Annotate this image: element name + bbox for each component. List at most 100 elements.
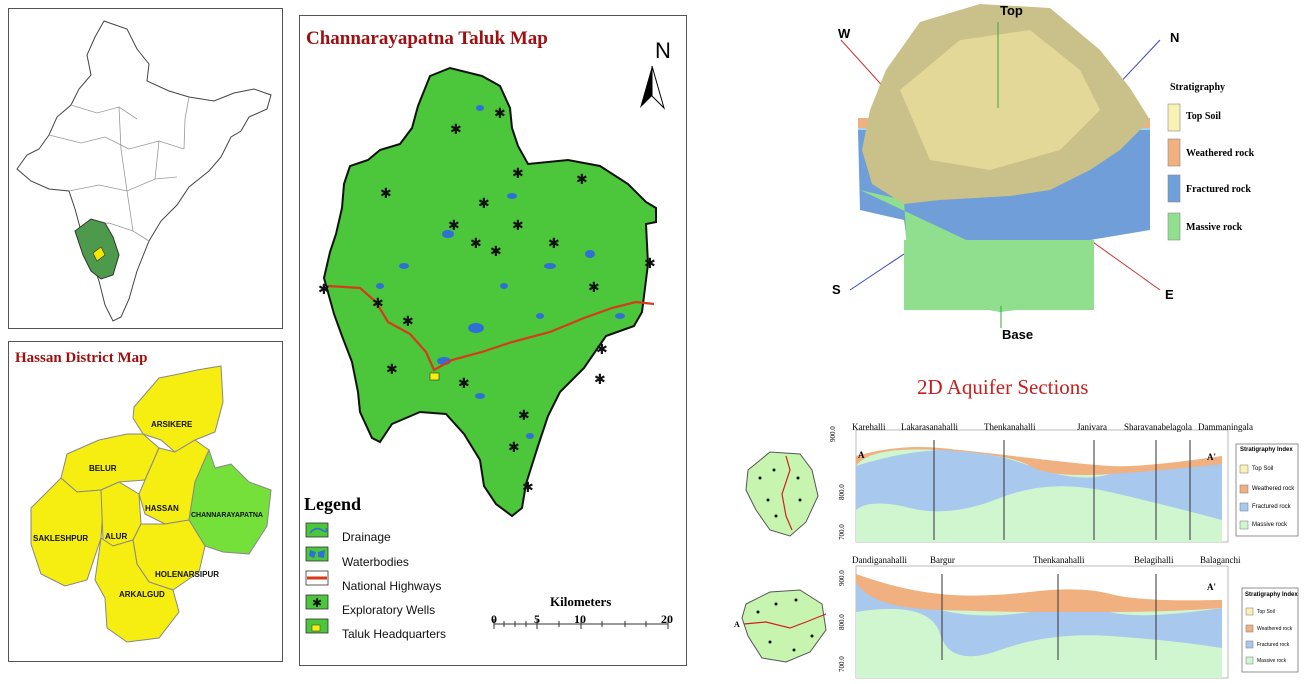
s1-village-0: Karehalli [852, 422, 886, 432]
svg-text:✱: ✱ [470, 235, 482, 251]
district-label-arkalgud: ARKALGUD [119, 590, 165, 599]
stratigraphy-title: Stratigraphy [1170, 82, 1225, 93]
svg-text:✱: ✱ [576, 171, 588, 187]
scale-unit: Kilometers [550, 594, 612, 609]
svg-text:✱: ✱ [458, 375, 470, 391]
taluk-headquarters-marker [429, 372, 440, 381]
waterbody-icon [309, 550, 325, 558]
legend-drainage-box [305, 522, 329, 538]
svg-text:✱: ✱ [494, 105, 506, 121]
s1-index-massive: Massive rock [1252, 522, 1288, 528]
s1-village-2: Thenkanahalli [984, 422, 1036, 432]
s2-index-fractured: Fractured rock [1257, 642, 1290, 648]
drainage-icon [309, 527, 328, 534]
hassan-highlight [92, 246, 106, 262]
s1-village-3: Janivara [1077, 422, 1107, 432]
stratigraphy-topsoil: Top Soil [1186, 111, 1221, 122]
section2-key-map [741, 589, 827, 663]
district-label-hassan: HASSAN [145, 504, 179, 513]
legend-label-drainage: Drainage [342, 530, 391, 544]
svg-text:✱: ✱ [512, 217, 524, 233]
svg-text:✱: ✱ [490, 243, 502, 259]
karnataka-region [74, 218, 120, 280]
s2-village-0: Dandiganahalli [852, 555, 907, 565]
district-label-channarayapatna: CHANNARAYAPATNA [191, 512, 263, 519]
district-label-sakleshpur: SAKLESHPUR [33, 534, 89, 543]
legend-label-waterbodies: Waterbodies [342, 555, 409, 569]
india-map-panel [8, 8, 283, 329]
district-label-belur: BELUR [89, 464, 117, 473]
section2-profile [855, 565, 1229, 679]
s1-index-fractured: Fractured rock [1252, 504, 1291, 510]
svg-text:✱: ✱ [644, 255, 656, 271]
s1-index-weathered: Weathered rock [1252, 486, 1295, 492]
s2-axis-800: 800.0 [838, 614, 846, 630]
scale-tick-10: 10 [574, 612, 586, 626]
s2-end-a: A [734, 620, 740, 629]
s1-village-4: Sharavanabelagola [1124, 422, 1192, 432]
s1-end-a: A [858, 450, 865, 460]
s1-axis-700: 700.0 [838, 524, 846, 540]
s1-axis-800: 800.0 [838, 484, 846, 500]
hassan-map-title: Hassan District Map [15, 350, 148, 366]
s1-end-a-prime: A' [1207, 452, 1216, 462]
svg-text:✱: ✱ [478, 195, 490, 211]
model-label-e: E [1165, 287, 1174, 302]
s1-village-5: Dammaningala [1198, 422, 1253, 432]
s1-index-title: Stratigraphy Index [1240, 447, 1293, 453]
district-label-alur: ALUR [105, 532, 128, 541]
hassan-district-map [30, 365, 272, 643]
sections-title: 2D Aquifer Sections [917, 375, 1089, 399]
svg-text:✱: ✱ [450, 121, 462, 137]
svg-text:✱: ✱ [318, 281, 330, 297]
model-label-n: N [1170, 30, 1180, 45]
svg-text:✱: ✱ [508, 439, 520, 455]
svg-text:✱: ✱ [548, 235, 560, 251]
model-label-top: Top [1000, 3, 1023, 18]
s2-village-2: Thenkanahalli [1033, 555, 1085, 565]
stratigraphy-weathered: Weathered rock [1186, 148, 1255, 159]
s1-village-1: Lakarasanahalli [901, 422, 958, 432]
model-label-base: Base [1002, 327, 1034, 342]
svg-text:✱: ✱ [588, 279, 600, 295]
taluk-map-panel: Channarayapatna Taluk Map N ✱ ✱ ✱ ✱ ✱ ✱ ✱ ✱ ✱ … [299, 15, 687, 666]
legend-label-headquarters: Taluk Headquarters [342, 627, 447, 641]
hassan-district-panel: Hassan District Map ARSIKERE BELUR HASSA… [8, 341, 283, 662]
taluk-boundary [322, 66, 657, 518]
s2-index-title: Stratigraphy Index [1245, 592, 1298, 598]
svg-text:✱: ✱ [518, 407, 530, 423]
india-outline [16, 20, 272, 322]
s2-end-a-prime: A' [1207, 582, 1216, 592]
s2-village-3: Belagihalli [1134, 555, 1174, 565]
scale-tick-5: 5 [534, 612, 540, 626]
headquarters-icon [311, 624, 321, 632]
s1-index-topsoil: Top Soil [1252, 466, 1274, 472]
scale-tick-20: 20 [661, 612, 673, 626]
s2-axis-700: 700.0 [838, 656, 846, 672]
svg-text:✱: ✱ [372, 295, 384, 311]
svg-text:✱: ✱ [522, 479, 534, 495]
s2-village-1: Bargur [930, 555, 955, 565]
s2-axis-900: 900.0 [838, 570, 846, 586]
district-label-arsikere: ARSIKERE [151, 420, 193, 429]
stratigraphy-massive: Massive rock [1186, 222, 1243, 233]
svg-text:✱: ✱ [596, 341, 608, 357]
svg-text:✱: ✱ [594, 371, 606, 387]
s2-village-4: Balaganchi [1200, 555, 1241, 565]
svg-text:✱: ✱ [448, 217, 460, 233]
national-highway [327, 284, 655, 372]
svg-text:✱: ✱ [386, 361, 398, 377]
s1-axis-900: 900.0 [829, 426, 837, 442]
s2-index-topsoil: Top Soil [1257, 609, 1275, 615]
section1-key-map [745, 451, 819, 537]
legend-label-wells: Exploratory Wells [342, 603, 436, 617]
legend-label-highways: National Highways [342, 579, 442, 593]
exploratory-wells: ✱ ✱ ✱ ✱ ✱ ✱ ✱ ✱ ✱ ✱ ✱ ✱ ✱ ✱ ✱ ✱ ✱ ✱ ✱ ✱ ✱ ✱ ✱ [318, 105, 656, 495]
taluk-map: ✱ ✱ ✱ ✱ ✱ ✱ ✱ ✱ ✱ ✱ ✱ ✱ ✱ ✱ ✱ ✱ ✱ ✱ ✱ ✱ ✱ ✱ ✱ ✱ [305, 65, 669, 634]
svg-text:✱: ✱ [380, 185, 392, 201]
well-icon: ✱ [312, 596, 322, 610]
model-label-w: W [838, 26, 851, 41]
stratigraphy-fractured: Fractured rock [1186, 184, 1251, 195]
district-label-holenarsipur: HOLENARSIPUR [155, 570, 220, 579]
s2-index-weathered: Weathered rock [1257, 626, 1293, 632]
